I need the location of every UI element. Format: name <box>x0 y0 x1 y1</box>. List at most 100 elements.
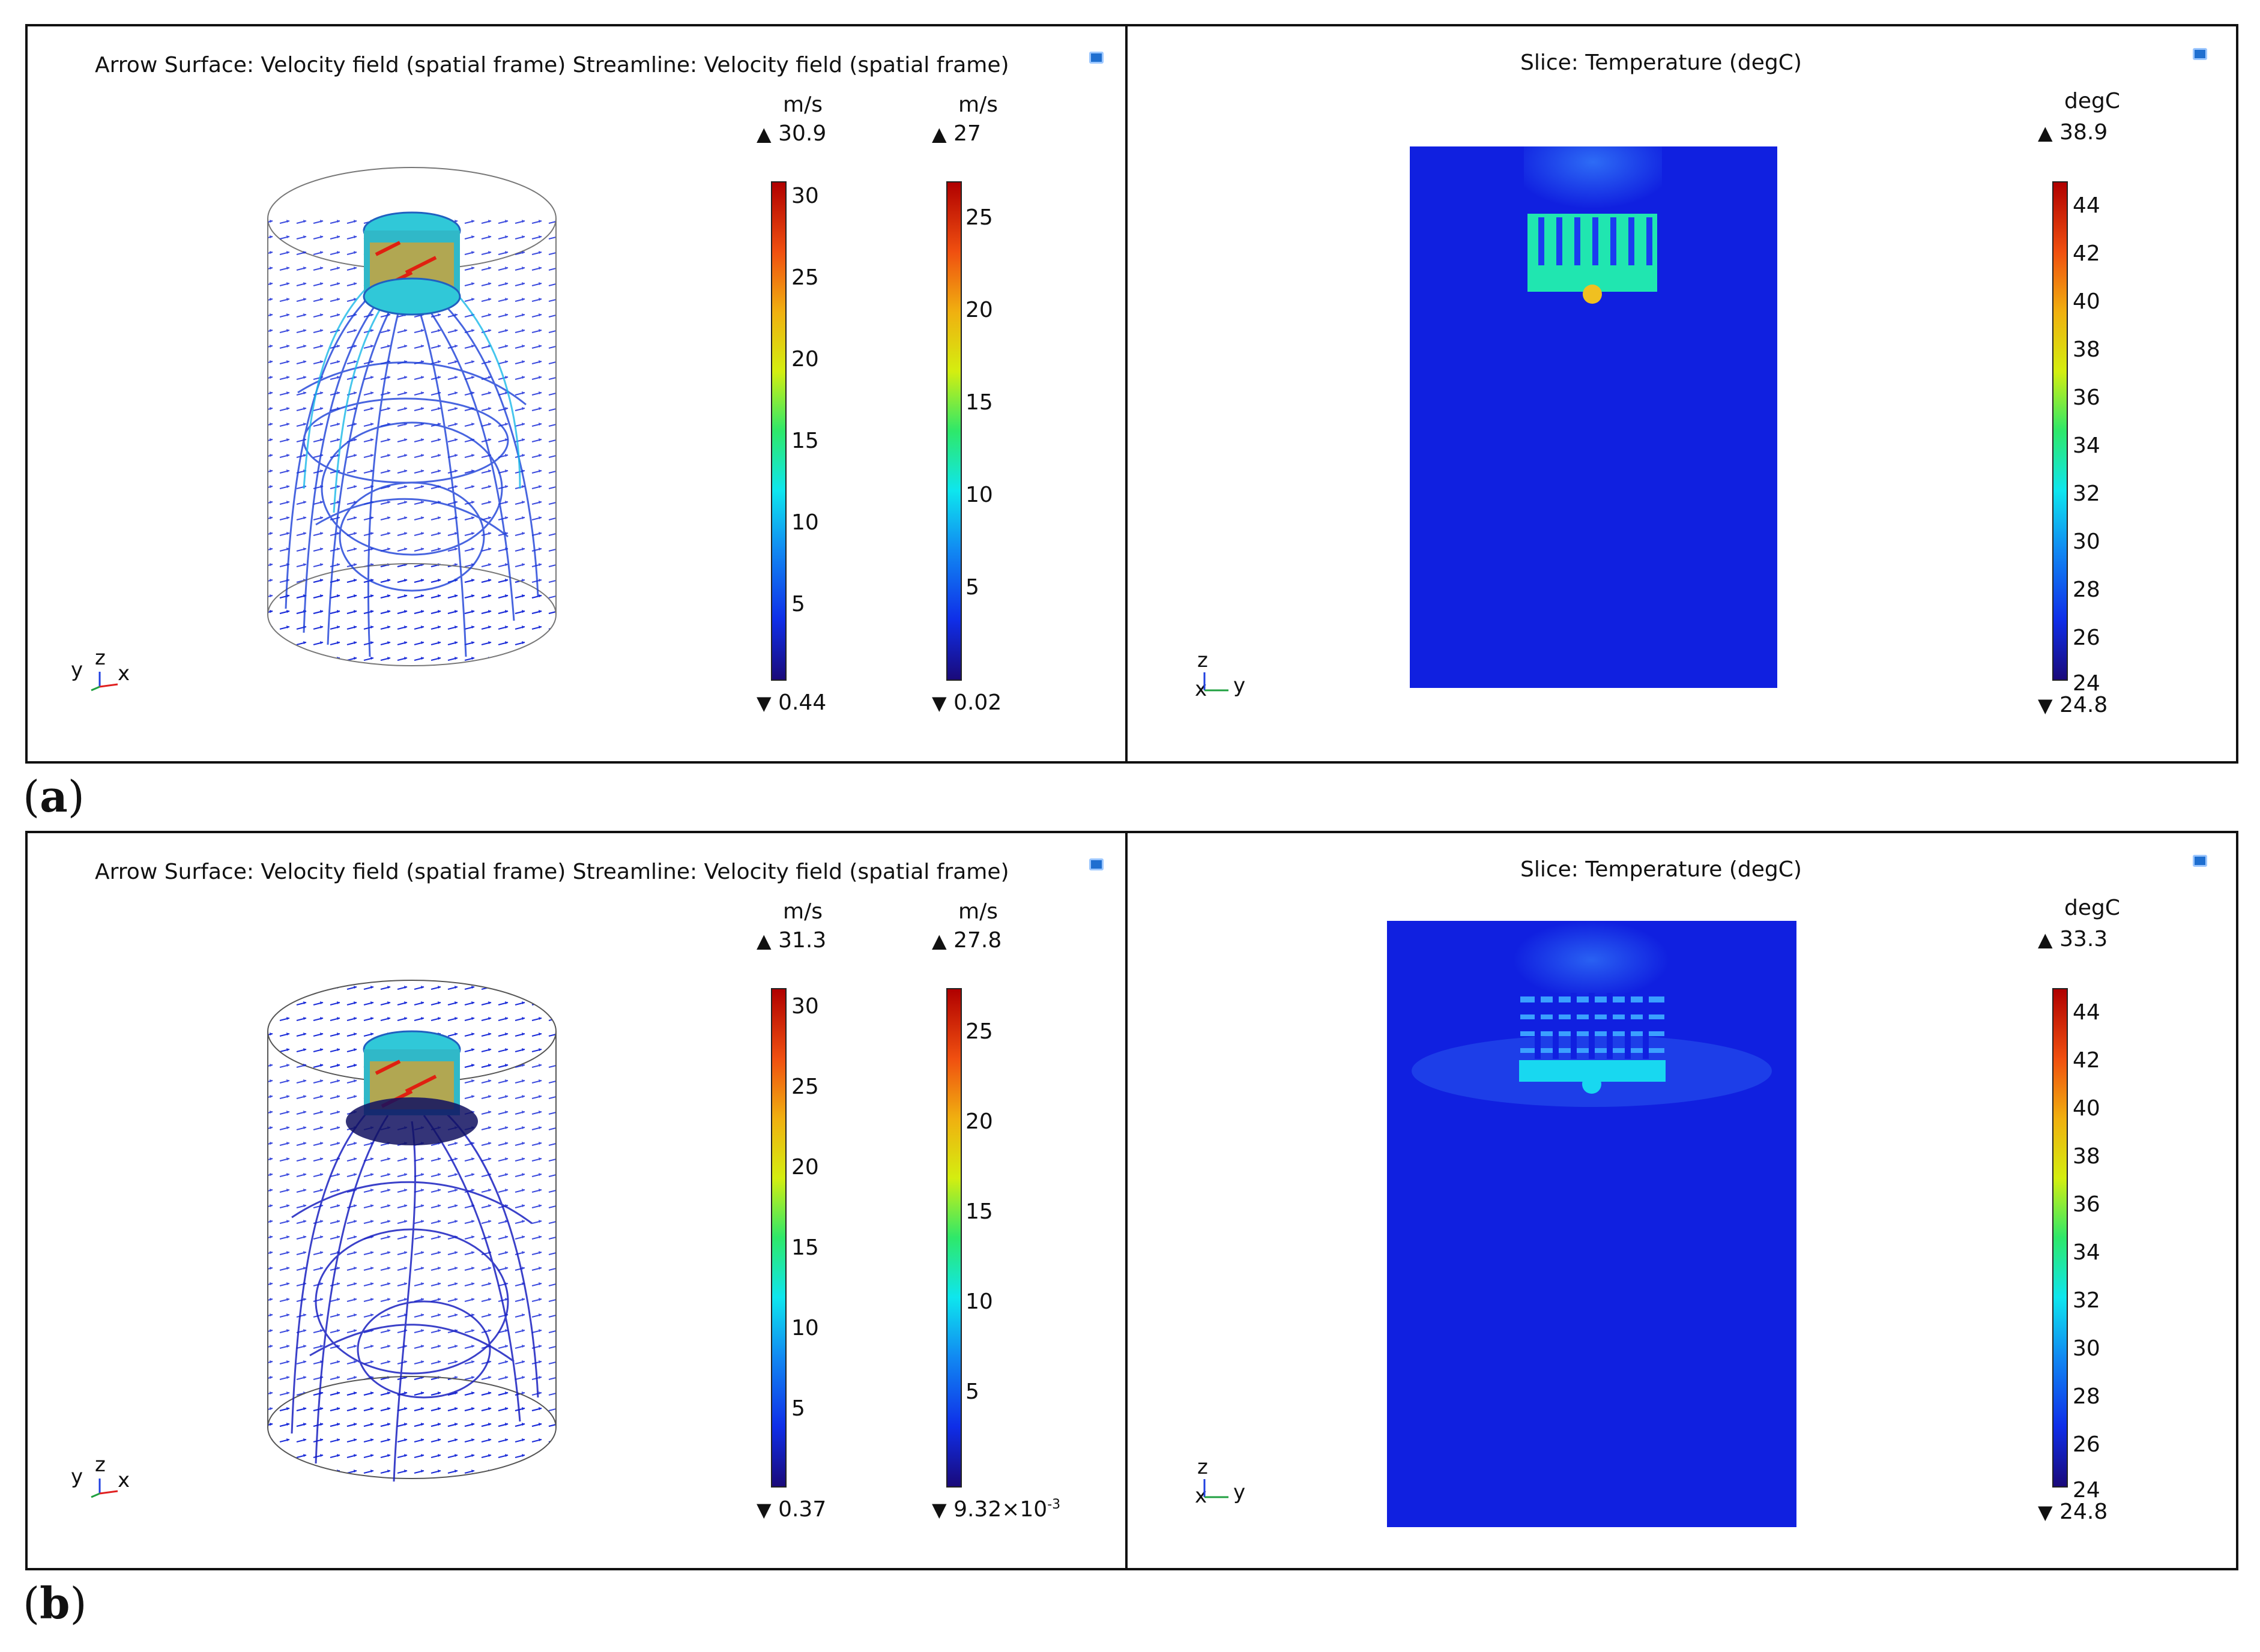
tick: 5 <box>791 1396 805 1421</box>
tick: 20 <box>965 1109 993 1134</box>
tick: 25 <box>791 1075 819 1099</box>
max-marker-icon: ▲ <box>757 122 772 145</box>
arrow-colorbar <box>771 988 787 1488</box>
stream-bar-unit: m/s <box>958 899 998 924</box>
temp-bar-min: ▼ 24.8 <box>2038 1500 2108 1524</box>
tick: 34 <box>2073 1240 2100 1265</box>
graphics-window-icon[interactable] <box>2193 48 2207 60</box>
tick: 42 <box>2073 1048 2100 1073</box>
right-plot-title: Slice: Temperature (degC) <box>1520 857 1802 882</box>
axis-triad: y z x <box>71 646 137 700</box>
axis-label-x: x <box>118 662 130 686</box>
tick: 15 <box>965 1199 993 1224</box>
arrow-bar-max: ▲ 30.9 <box>757 121 827 146</box>
axis-label-z: z <box>95 646 106 670</box>
tick: 32 <box>2073 481 2100 506</box>
tick: 40 <box>2073 289 2100 314</box>
velocity-field-3d-plot <box>267 167 557 666</box>
axis-triad: y z x <box>71 1453 137 1507</box>
max-marker-icon: ▲ <box>2038 928 2053 951</box>
graphics-window-icon[interactable] <box>1089 858 1104 870</box>
axis-label-x: x <box>118 1468 130 1492</box>
stream-bar-unit: m/s <box>958 92 998 117</box>
max-marker-icon: ▲ <box>2038 121 2053 144</box>
max-marker-icon: ▲ <box>757 929 772 952</box>
tick: 30 <box>2073 1336 2100 1361</box>
tick: 15 <box>965 390 993 415</box>
stream-bar-min: ▼ 9.32×10-3 <box>932 1497 1061 1522</box>
tick: 10 <box>965 1289 993 1314</box>
axis-label-z: z <box>1197 1455 1208 1479</box>
panel-a-left: Arrow Surface: Velocity field (spatial f… <box>25 24 1128 764</box>
temp-bar-max: ▲ 38.9 <box>2038 120 2108 145</box>
tick: 32 <box>2073 1288 2100 1313</box>
tick: 25 <box>791 265 819 290</box>
temperature-slice-plot <box>1410 146 1777 688</box>
temperature-slice-plot <box>1387 921 1796 1527</box>
tick: 44 <box>2073 193 2100 218</box>
panel-b-right: Slice: Temperature (degC) z x y <box>1125 831 2238 1570</box>
tick: 5 <box>965 1379 979 1404</box>
arrow-bar-unit: m/s <box>783 92 823 117</box>
axis-label-y: y <box>71 658 83 682</box>
stream-bar-min: ▼ 0.02 <box>932 690 1002 715</box>
tick: 26 <box>2073 1432 2100 1457</box>
tick: 30 <box>2073 529 2100 554</box>
temp-bar-unit: degC <box>2064 89 2120 113</box>
graphics-window-icon[interactable] <box>2193 855 2207 867</box>
tick: 15 <box>791 1235 819 1260</box>
tick: 10 <box>791 1316 819 1340</box>
tick: 20 <box>791 347 819 372</box>
tick: 28 <box>2073 577 2100 602</box>
axis-label-z: z <box>95 1453 106 1477</box>
arrow-bar-min: ▼ 0.44 <box>757 690 827 715</box>
temp-bar-max: ▲ 33.3 <box>2038 927 2108 951</box>
arrow-bar-min: ▼ 0.37 <box>757 1497 827 1522</box>
min-marker-icon: ▼ <box>757 692 772 714</box>
tick: 30 <box>791 994 819 1019</box>
tick: 24 <box>2073 671 2100 696</box>
min-marker-icon: ▼ <box>2038 1501 2053 1524</box>
max-marker-icon: ▲ <box>932 929 947 952</box>
arrow-colorbar <box>771 181 787 681</box>
right-plot-title: Slice: Temperature (degC) <box>1520 50 1802 75</box>
tick: 15 <box>791 429 819 453</box>
min-marker-icon: ▼ <box>932 1498 947 1521</box>
tick: 36 <box>2073 1192 2100 1217</box>
tick: 30 <box>791 184 819 208</box>
temp-bar-min: ▼ 24.8 <box>2038 693 2108 717</box>
axis-label-y: y <box>1233 1480 1246 1504</box>
axis-label-y: y <box>1233 674 1246 698</box>
tick: 38 <box>2073 337 2100 362</box>
min-marker-icon: ▼ <box>2038 694 2053 717</box>
tick: 28 <box>2073 1384 2100 1409</box>
arrow-bar-max: ▲ 31.3 <box>757 928 827 953</box>
temp-colorbar <box>2052 988 2068 1488</box>
temp-colorbar <box>2052 181 2068 681</box>
tick: 36 <box>2073 385 2100 410</box>
velocity-field-3d-plot <box>267 980 557 1482</box>
left-plot-title: Arrow Surface: Velocity field (spatial f… <box>95 860 1009 884</box>
panel-b-left: Arrow Surface: Velocity field (spatial f… <box>25 831 1128 1570</box>
figure-label-a: (a) <box>23 771 85 822</box>
stream-bar-max: ▲ 27 <box>932 121 981 146</box>
tick: 5 <box>791 592 805 616</box>
tick: 24 <box>2073 1478 2100 1503</box>
axis-triad: z x y <box>1195 648 1261 708</box>
graphics-window-icon[interactable] <box>1089 52 1104 64</box>
tick: 10 <box>791 510 819 535</box>
stream-colorbar <box>946 181 962 681</box>
min-marker-icon: ▼ <box>757 1498 772 1521</box>
tick: 44 <box>2073 1000 2100 1025</box>
tick: 10 <box>965 483 993 507</box>
tick: 25 <box>965 205 993 230</box>
min-marker-icon: ▼ <box>932 692 947 714</box>
tick: 25 <box>965 1019 993 1044</box>
tick: 20 <box>791 1155 819 1180</box>
tick: 26 <box>2073 626 2100 650</box>
tick: 40 <box>2073 1096 2100 1121</box>
stream-colorbar <box>946 988 962 1488</box>
axis-label-z: z <box>1197 648 1208 672</box>
tick: 34 <box>2073 433 2100 458</box>
max-marker-icon: ▲ <box>932 122 947 145</box>
